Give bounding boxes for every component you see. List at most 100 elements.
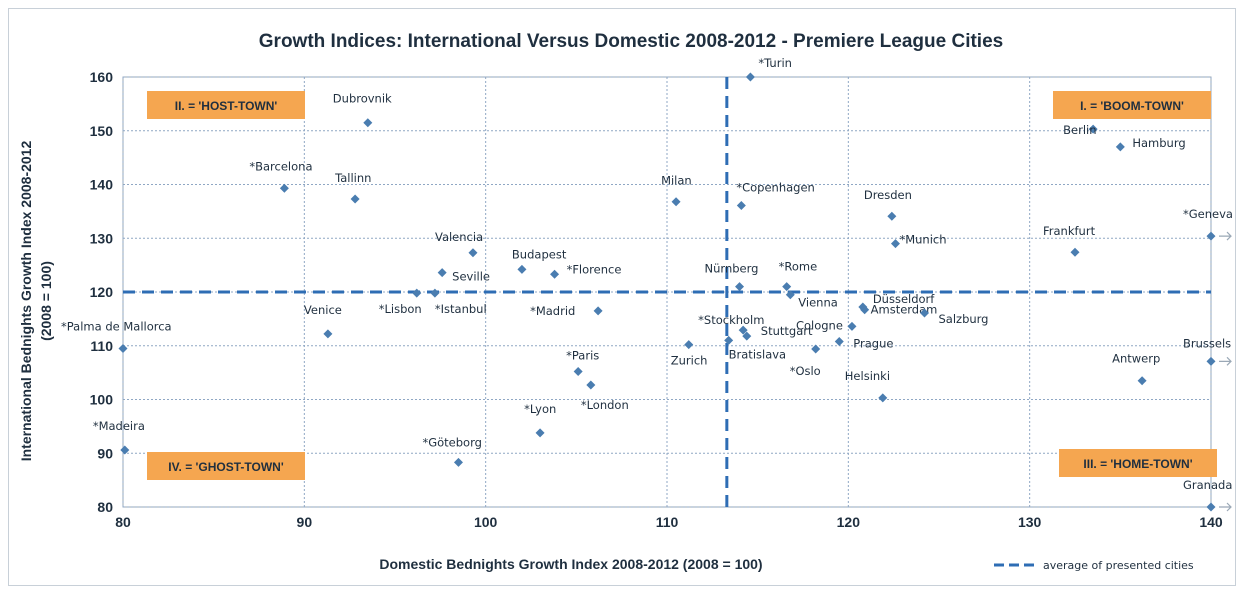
point-marker [412,289,421,298]
point-marker [323,329,332,338]
point-26: *Stockholm [698,313,764,335]
point-label: *Lyon [524,402,556,416]
quadrant-label-bottom-right: III. = 'HOME-TOWN' [1059,449,1217,477]
y-tick-label: 140 [90,177,114,193]
scatter-chart: Growth Indices: International Versus Dom… [9,9,1237,587]
point-label: Bratislava [729,347,786,361]
x-tick-label: 110 [656,514,679,530]
point-marker [737,201,746,210]
point-marker [536,428,545,437]
point-marker [1207,357,1216,366]
point-label: *Paris [566,349,599,363]
point-3: Hamburg [1116,136,1186,152]
point-28: Venice [304,303,342,339]
y-axis-title: International Bednights Growth Index 200… [18,141,34,462]
point-label: Valencia [435,230,483,244]
point-label: *Munich [899,233,946,247]
point-marker [746,73,755,82]
y-axis-title-line2: (2008 = 100) [38,261,54,341]
point-36: *London [581,380,629,412]
point-42: Granada [1183,478,1232,512]
point-label: Stuttgart [761,324,813,338]
point-37: Antwerp [1112,352,1160,386]
point-label: Berlin [1063,123,1096,137]
point-label: Granada [1183,478,1232,492]
point-marker [430,289,439,298]
quadrant-text: III. = 'HOME-TOWN' [1083,457,1192,471]
point-label: *Florence [567,262,622,276]
point-8: Dresden [864,188,912,221]
y-tick-label: 120 [90,284,114,300]
point-label: Dubrovnik [333,92,392,106]
quadrant-text: I. = 'BOOM-TOWN' [1080,99,1184,113]
point-7: *Copenhagen [736,180,814,210]
point-marker [1138,376,1147,385]
point-marker [280,184,289,193]
point-17: *Rome [779,260,818,292]
point-4: *Barcelona [249,159,312,193]
point-label: Tallinn [334,171,371,185]
point-14: *Florence [550,262,621,279]
quadrant-label-top-right: I. = 'BOOM-TOWN' [1053,91,1211,119]
point-38: Helsinki [845,369,890,403]
point-marker [878,393,887,402]
y-tick-label: 130 [90,230,114,246]
point-13: Budapest [512,247,567,273]
point-16: Nürnberg [705,262,759,292]
x-tick-label: 80 [115,514,131,530]
point-marker [586,380,595,389]
offscale-arrow-icon [1219,357,1231,365]
point-10: *Munich [891,233,947,249]
point-marker [438,268,447,277]
data-points: *Turin Dubrovnik Berlin Hamburg *Barcelona Ta… [61,56,1233,512]
point-marker [351,195,360,204]
point-marker [119,344,128,353]
point-label: *Göteborg [422,435,481,449]
point-19: *Istanbul [430,289,486,317]
point-label: *Turin [758,56,792,70]
point-marker [517,265,526,274]
point-24: *Madrid [530,304,603,318]
point-label: *Rome [779,260,818,274]
legend-label: average of presented cities [1043,559,1194,572]
point-30: Prague [835,336,894,350]
quadrant-label-bottom-left: IV. = 'GHOST-TOWN' [147,452,305,480]
point-label: *Geneva [1183,207,1233,221]
point-label: Antwerp [1112,352,1160,366]
point-35: *Paris [566,349,599,377]
point-6: Milan [661,174,692,207]
point-marker [594,306,603,315]
point-label: Venice [304,303,342,317]
point-label: *Barcelona [249,159,312,173]
point-11: Frankfurt [1043,224,1096,257]
point-34: Brussels [1183,336,1231,366]
point-label: *Madeira [93,419,145,433]
point-marker [887,212,896,221]
point-label: Milan [661,174,692,188]
point-31: Zurich [671,340,708,368]
point-marker [1207,503,1216,512]
point-marker [672,197,681,206]
point-label: *Madrid [530,304,575,318]
point-label: *Istanbul [435,302,487,316]
offscale-arrow-icon [1219,232,1231,240]
x-axis-ticks: 80 90 100 110 120 130 140 [115,514,1223,530]
point-marker [1071,248,1080,257]
point-label: *Palma de Mallorca [61,319,172,333]
point-label: Budapest [512,247,567,261]
point-marker [468,248,477,257]
point-marker [363,118,372,127]
point-label: *Oslo [790,364,821,378]
point-12: Valencia [435,230,483,258]
point-9: *Geneva [1183,207,1233,241]
x-tick-label: 90 [297,514,313,530]
quadrant-label-top-left: II. = 'HOST-TOWN' [147,91,305,119]
point-label: Nürnberg [705,262,759,276]
point-label: Hamburg [1132,136,1185,150]
point-marker [574,367,583,376]
point-label: Salzburg [938,312,988,326]
point-label: *Copenhagen [736,180,814,194]
point-29: Bratislava [724,336,786,362]
point-marker [735,282,744,291]
y-tick-label: 90 [97,445,113,461]
